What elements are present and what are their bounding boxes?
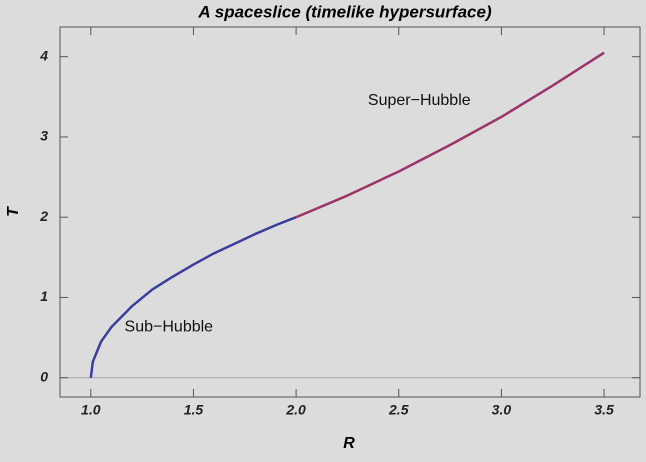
x-tick-label: 1.0 — [81, 402, 101, 418]
y-tick-label: 3 — [40, 128, 48, 144]
y-tick-label: 0 — [40, 368, 48, 384]
y-axis-label: T — [5, 206, 22, 217]
y-tick-label: 2 — [39, 208, 48, 224]
x-tick-label: 3.5 — [594, 402, 614, 418]
x-tick-label: 2.5 — [388, 402, 409, 418]
plot-frame — [59, 26, 641, 398]
annotation: Sub−Hubble — [125, 318, 214, 335]
x-tick-label: 3.0 — [492, 402, 512, 418]
x-axis-label: R — [343, 435, 355, 452]
x-tick-label: 2.0 — [285, 402, 306, 418]
curve — [295, 51, 605, 219]
y-tick-label: 4 — [39, 47, 48, 63]
curve — [89, 216, 297, 378]
x-tick-label: 1.5 — [184, 402, 204, 418]
chart-title: A spaceslice (timelike hypersurface) — [197, 2, 492, 21]
y-tick-label: 1 — [40, 288, 48, 304]
annotation: Super−Hubble — [368, 92, 471, 109]
